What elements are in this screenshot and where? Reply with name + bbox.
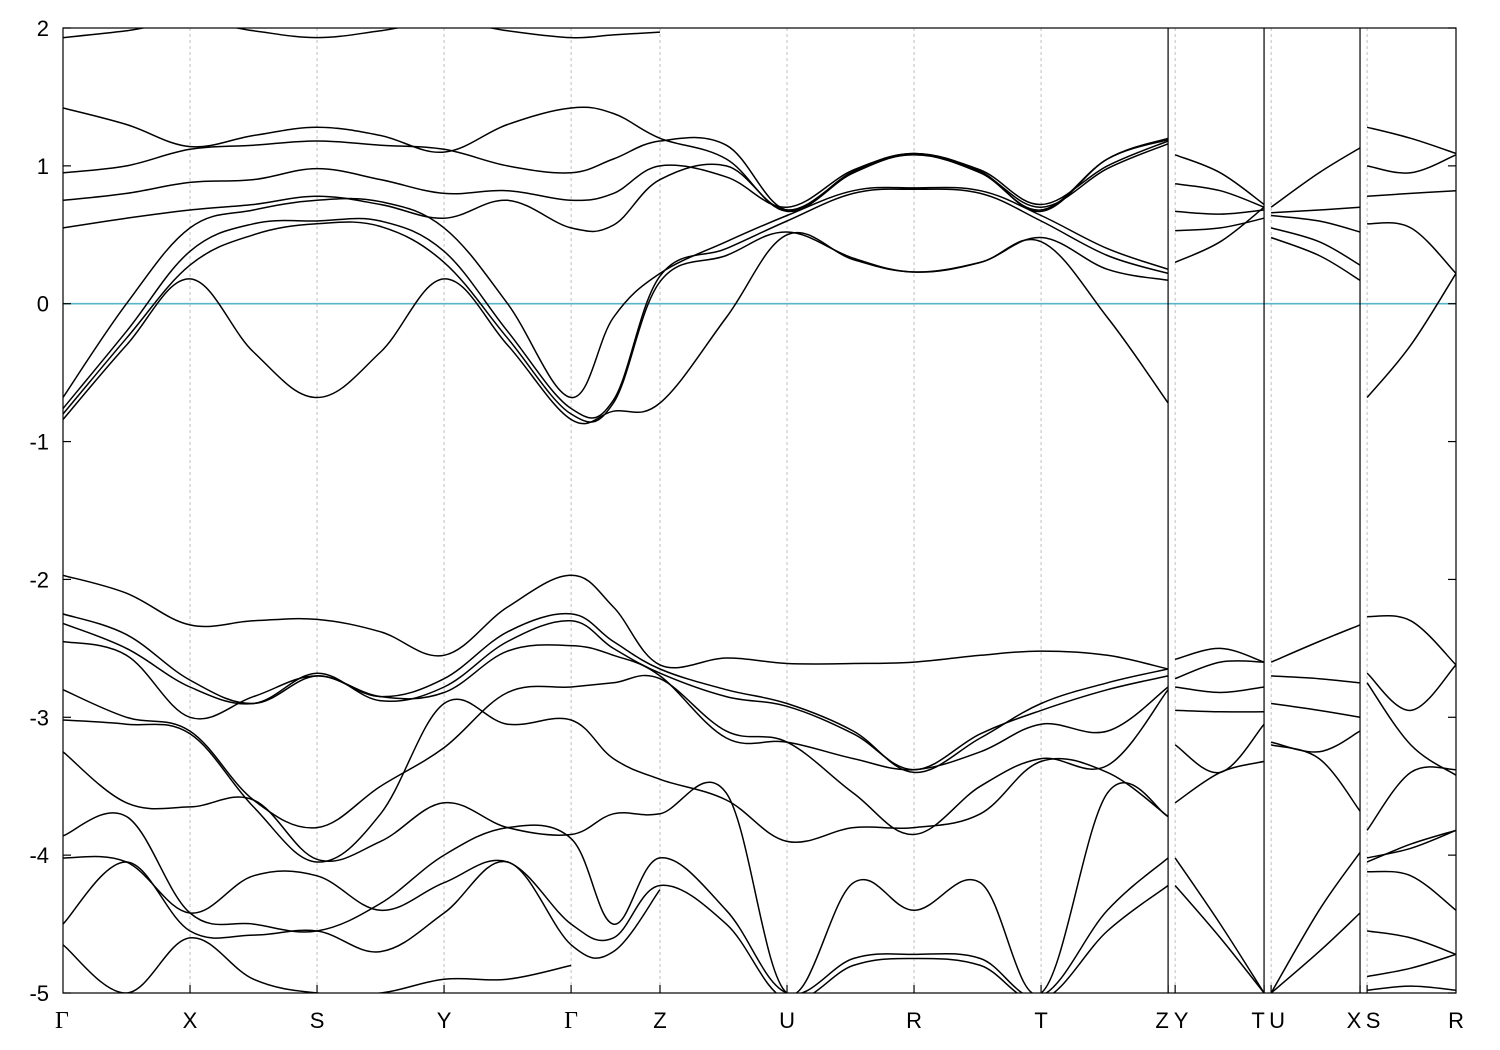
- band-line: [1270, 624, 1361, 663]
- band-line: [1271, 675, 1361, 684]
- band-line: [63, 186, 1169, 399]
- band-line: [1270, 236, 1361, 281]
- band-line: [63, 574, 1169, 670]
- kpoint-label: S: [1366, 1008, 1381, 1033]
- band-line: [1175, 686, 1265, 694]
- kpoint-label: X: [183, 1008, 198, 1033]
- kpoint-label: U: [1269, 1008, 1285, 1033]
- band-line: [1175, 709, 1265, 713]
- band-line: [1174, 206, 1265, 264]
- band-line: [1366, 829, 1456, 863]
- kpoint-label: T: [1034, 1008, 1047, 1033]
- band-line: [63, 640, 1169, 771]
- band-line: [63, 136, 1169, 212]
- kpoint-label: R: [906, 1008, 922, 1033]
- band-line: [63, 140, 1169, 208]
- band-line: [1270, 851, 1361, 993]
- plot-frame: [62, 27, 1457, 994]
- kpoint-label: U: [779, 1008, 795, 1033]
- kpoint-label: T: [1251, 1008, 1264, 1033]
- band-line: [63, 855, 1169, 993]
- y-tick-label: 0: [37, 292, 49, 317]
- kpoint-label: Γ: [564, 1008, 578, 1034]
- band-line: [1366, 829, 1456, 859]
- band-line: [1175, 217, 1265, 232]
- band-line: [63, 698, 1169, 863]
- band-line: [1270, 730, 1361, 753]
- band-line: [63, 937, 572, 993]
- kpoint-label: Z: [1155, 1008, 1168, 1033]
- band-line: [1271, 214, 1361, 233]
- band-lines: [63, 28, 1456, 993]
- kpoint-label: Γ: [55, 1008, 69, 1034]
- y-tick-label: -4: [29, 843, 49, 868]
- band-line: [1366, 953, 1456, 978]
- band-line: [1367, 985, 1456, 991]
- y-tick-label: -1: [29, 430, 49, 455]
- band-line: [63, 28, 661, 39]
- band-line: [1174, 660, 1265, 680]
- band-line: [1366, 766, 1456, 831]
- band-line: [63, 106, 1169, 213]
- band-line: [1366, 273, 1456, 398]
- band-line: [1367, 189, 1456, 197]
- kpoint-label: Z: [653, 1008, 666, 1033]
- band-line: [1174, 154, 1265, 206]
- y-tick-label: 2: [37, 16, 49, 41]
- band-line: [1270, 702, 1361, 719]
- band-line: [1271, 206, 1361, 214]
- y-tick-label: 1: [37, 154, 49, 179]
- band-line: [63, 221, 1169, 423]
- kpoint-label: X: [1347, 1008, 1362, 1033]
- band-line: [1174, 723, 1265, 774]
- kpoint-label: Y: [437, 1008, 452, 1033]
- kpoint-label: S: [310, 1008, 325, 1033]
- band-line: [1366, 126, 1456, 155]
- band-line: [1366, 664, 1456, 712]
- band-line: [1175, 209, 1265, 215]
- band-line: [1366, 930, 1456, 956]
- y-tick-label: -2: [29, 567, 49, 592]
- band-line: [63, 751, 1169, 993]
- kpoint-label: Y: [1174, 1008, 1189, 1033]
- band-line: [1367, 614, 1456, 666]
- y-axis: -5 -4 -3 -2 -1 0 1 2: [29, 16, 1456, 1006]
- y-tick-label: -3: [29, 705, 49, 730]
- band-line: [1174, 857, 1265, 993]
- band-line: [1367, 222, 1456, 274]
- band-line: [1270, 912, 1361, 993]
- band-line: [1174, 760, 1265, 804]
- band-line: [63, 188, 1169, 419]
- y-tick-label: -5: [29, 981, 49, 1006]
- band-line: [1174, 183, 1265, 208]
- band-line: [1366, 154, 1456, 174]
- band-line: [1174, 647, 1265, 663]
- band-line: [1366, 682, 1456, 776]
- band-line: [1367, 870, 1456, 911]
- band-line: [1270, 147, 1361, 208]
- band-line: [1270, 744, 1361, 812]
- band-line: [1174, 885, 1265, 993]
- band-line: [63, 612, 1169, 774]
- band-line: [63, 231, 1169, 425]
- band-line: [63, 812, 1169, 993]
- band-line: [63, 620, 1169, 771]
- kpoint-label: R: [1448, 1008, 1464, 1033]
- band-line: [1270, 227, 1361, 266]
- band-line: [63, 860, 661, 959]
- segment-breaks: [1167, 28, 1361, 993]
